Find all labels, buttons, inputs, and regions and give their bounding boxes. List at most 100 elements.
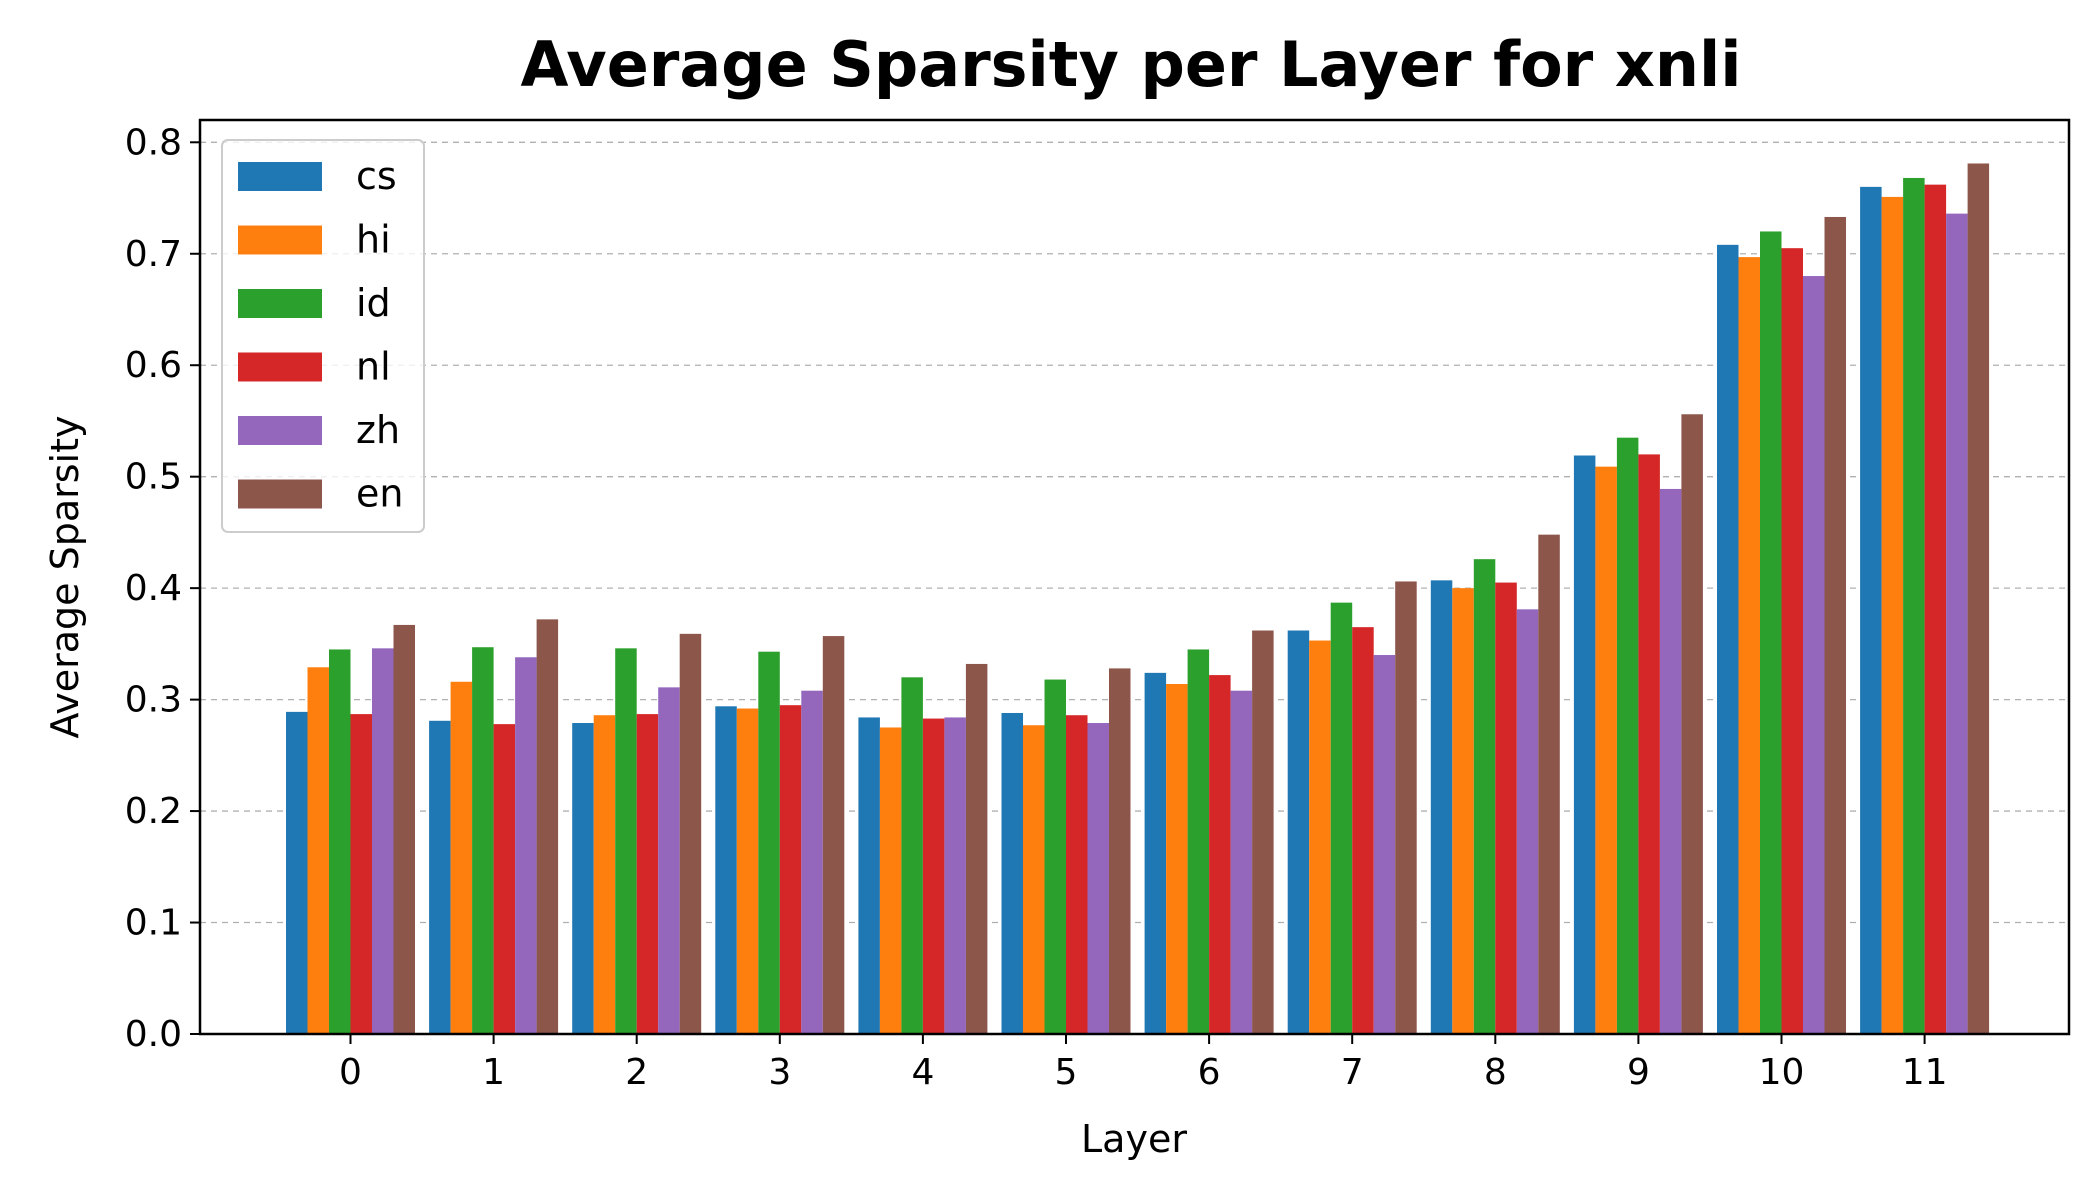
legend-swatch-nl — [238, 352, 322, 382]
bar-en-layer-9 — [1681, 414, 1703, 1034]
y-tick-label: 0.5 — [125, 457, 182, 498]
bar-nl-layer-1 — [493, 724, 516, 1034]
legend-label-nl: nl — [356, 345, 391, 389]
legend-label-hi: hi — [356, 218, 391, 262]
bar-nl-layer-7 — [1352, 627, 1374, 1034]
bar-en-layer-5 — [1109, 668, 1131, 1034]
x-axis-label: Layer — [1081, 1117, 1187, 1161]
legend-swatch-zh — [238, 416, 322, 445]
bar-zh-layer-6 — [1230, 690, 1253, 1034]
y-axis-label: Average Sparsity — [43, 415, 87, 738]
bars — [286, 163, 1990, 1035]
bar-hi-layer-3 — [736, 708, 759, 1034]
bar-zh-layer-0 — [372, 648, 394, 1034]
x-tick-label: 7 — [1341, 1052, 1364, 1093]
legend-label-zh: zh — [356, 408, 400, 452]
x-tick-label: 11 — [1902, 1052, 1948, 1093]
bar-en-layer-10 — [1824, 216, 1846, 1035]
bar-cs-layer-6 — [1144, 672, 1167, 1034]
bar-id-layer-3 — [758, 651, 780, 1034]
bar-hi-layer-7 — [1309, 640, 1331, 1034]
bar-nl-layer-4 — [922, 718, 945, 1034]
bar-hi-layer-2 — [593, 715, 616, 1034]
bar-zh-layer-7 — [1373, 655, 1396, 1034]
x-axis-ticks: 0 1 2 3 4 5 6 7 8 9 10 11 — [339, 1034, 1948, 1093]
bar-cs-layer-1 — [429, 720, 451, 1034]
legend-label-id: id — [356, 281, 391, 325]
bar-id-layer-0 — [329, 649, 351, 1034]
bar-cs-layer-5 — [1001, 712, 1023, 1034]
x-tick-label: 9 — [1627, 1052, 1650, 1093]
bar-cs-layer-0 — [286, 711, 308, 1034]
bar-en-layer-3 — [822, 636, 845, 1034]
bar-cs-layer-11 — [1860, 186, 1882, 1034]
bar-id-layer-8 — [1473, 559, 1496, 1034]
bar-id-layer-6 — [1187, 649, 1210, 1034]
x-tick-label: 4 — [911, 1052, 934, 1093]
bar-id-layer-10 — [1760, 231, 1782, 1035]
bar-cs-layer-2 — [572, 723, 594, 1034]
legend-swatch-cs — [238, 162, 322, 191]
x-tick-label: 2 — [625, 1052, 648, 1093]
bar-cs-layer-9 — [1573, 455, 1596, 1034]
bar-id-layer-4 — [901, 677, 923, 1034]
bar-en-layer-2 — [679, 633, 702, 1034]
x-tick-label: 10 — [1759, 1052, 1805, 1093]
plot-frame — [198, 118, 2071, 1036]
y-axis-ticks: 0.0 0.1 0.2 0.3 0.4 0.5 0.6 0.7 0.8 — [125, 122, 200, 1055]
bar-nl-layer-10 — [1781, 248, 1803, 1034]
legend-label-en: en — [356, 472, 403, 516]
bar-hi-layer-10 — [1738, 257, 1760, 1035]
bar-en-layer-6 — [1252, 630, 1274, 1034]
x-tick-label: 5 — [1055, 1052, 1078, 1093]
bar-cs-layer-3 — [715, 706, 737, 1034]
y-tick-label: 0.0 — [125, 1014, 182, 1055]
bar-nl-layer-8 — [1495, 582, 1517, 1034]
y-tick-label: 0.7 — [125, 234, 182, 275]
bar-zh-layer-1 — [515, 657, 537, 1034]
bar-id-layer-9 — [1616, 437, 1639, 1034]
bar-zh-layer-3 — [801, 690, 823, 1034]
bar-cs-layer-7 — [1287, 630, 1310, 1034]
legend-swatch-hi — [238, 225, 322, 255]
x-tick-label: 3 — [768, 1052, 791, 1093]
bar-nl-layer-9 — [1638, 454, 1660, 1034]
bar-hi-layer-11 — [1881, 196, 1904, 1034]
y-tick-label: 0.8 — [125, 122, 182, 163]
legend-swatch-en — [238, 479, 322, 509]
bar-cs-layer-4 — [858, 717, 880, 1034]
bar-nl-layer-0 — [350, 714, 372, 1034]
bar-id-layer-5 — [1044, 679, 1066, 1034]
bar-en-layer-1 — [536, 619, 559, 1034]
bar-en-layer-7 — [1395, 581, 1417, 1034]
bar-hi-layer-8 — [1452, 588, 1474, 1034]
bar-hi-layer-6 — [1166, 684, 1188, 1034]
bar-hi-layer-0 — [307, 667, 329, 1034]
y-tick-label: 0.3 — [125, 680, 182, 721]
bar-zh-layer-5 — [1087, 723, 1109, 1034]
bar-nl-layer-11 — [1924, 184, 1947, 1034]
bar-zh-layer-2 — [658, 687, 680, 1034]
bar-en-layer-8 — [1538, 534, 1560, 1034]
legend: cs hi id nl zh en — [221, 139, 425, 533]
y-tick-label: 0.6 — [125, 345, 182, 386]
x-tick-label: 1 — [482, 1052, 505, 1093]
bar-nl-layer-5 — [1066, 715, 1088, 1034]
bar-hi-layer-4 — [879, 727, 902, 1034]
bar-nl-layer-6 — [1209, 675, 1231, 1034]
y-tick-label: 0.1 — [125, 903, 182, 944]
bar-hi-layer-5 — [1023, 725, 1045, 1034]
legend-swatch-id — [238, 289, 322, 318]
bar-zh-layer-4 — [944, 717, 966, 1034]
bar-nl-layer-2 — [636, 714, 659, 1034]
x-tick-label: 8 — [1484, 1052, 1507, 1093]
y-tick-label: 0.4 — [125, 568, 182, 609]
bar-hi-layer-1 — [450, 681, 473, 1034]
bar-cs-layer-8 — [1430, 580, 1453, 1034]
bar-hi-layer-9 — [1595, 466, 1617, 1034]
bar-zh-layer-11 — [1946, 213, 1968, 1034]
bar-id-layer-7 — [1330, 602, 1353, 1034]
bar-zh-layer-8 — [1516, 609, 1539, 1034]
y-tick-label: 0.2 — [125, 791, 182, 832]
